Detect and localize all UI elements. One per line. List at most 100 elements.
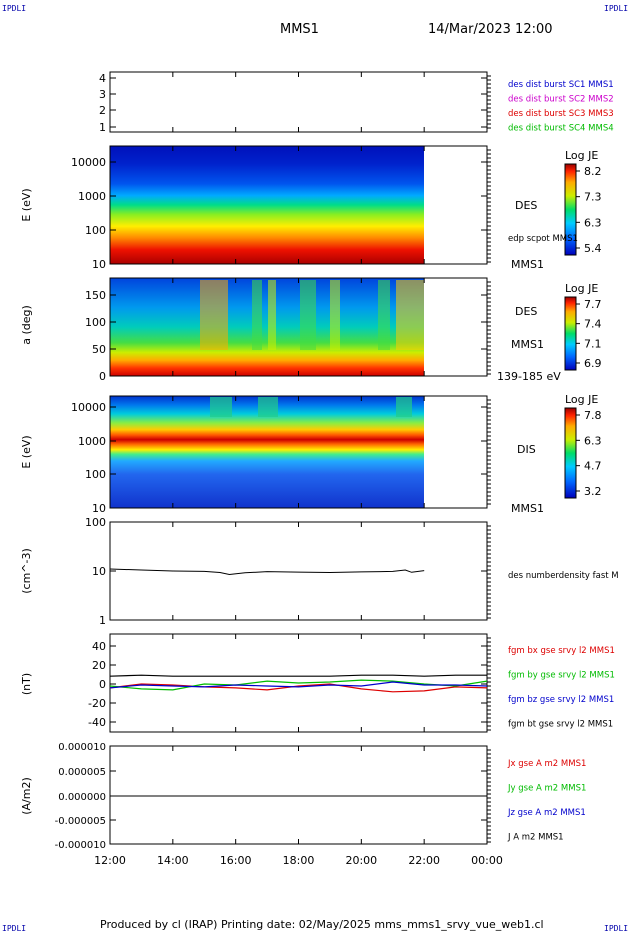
y-tick-label: -0.000005 bbox=[55, 816, 106, 827]
legend-entry: Jy gse A m2 MMS1 bbox=[507, 784, 586, 794]
legend-entry: fgm bx gse srvy l2 MMS1 bbox=[508, 646, 615, 656]
legend-entry: des dist burst SC2 MMS2 bbox=[508, 95, 614, 105]
legend-entry: Jx gse A m2 MMS1 bbox=[507, 759, 586, 769]
y-axis-label: a (deg) bbox=[20, 305, 33, 345]
datetime-title: 14/Mar/2023 12:00 bbox=[428, 22, 553, 37]
corner-label-top-right: IPDLI bbox=[604, 4, 629, 13]
y-tick-label: 0.000010 bbox=[58, 742, 106, 753]
y-tick-label: -40 bbox=[88, 716, 106, 729]
y-tick-label: -20 bbox=[88, 697, 106, 710]
colorbar-tick-label: 6.9 bbox=[584, 357, 602, 370]
panel-dis-energy bbox=[109, 395, 488, 509]
y-tick-label: 0.000005 bbox=[58, 767, 106, 778]
legend-entry: des numberdensity fast M bbox=[508, 571, 619, 581]
colorbar-title: Log JE bbox=[565, 282, 598, 295]
corner-label-bottom-right: IPDLI bbox=[604, 924, 629, 933]
legend-entry: fgm bt gse srvy l2 MMS1 bbox=[508, 720, 613, 730]
colorbar-des-pitch bbox=[564, 296, 577, 371]
bfield-series-line bbox=[109, 683, 488, 693]
colorbar-title: Log JE bbox=[565, 393, 598, 406]
legend-entry: des dist burst SC4 MMS4 bbox=[508, 124, 614, 134]
y-tick-label: 0 bbox=[99, 678, 106, 691]
y-tick-label: 40 bbox=[92, 640, 106, 653]
panel-current bbox=[109, 745, 488, 845]
corner-label-bottom-left: IPDLI bbox=[2, 924, 27, 933]
x-tick-label: 22:00 bbox=[408, 854, 440, 867]
y-axis-label: E (eV) bbox=[20, 188, 33, 221]
y-tick-label: 20 bbox=[92, 659, 106, 672]
x-tick-label: 16:00 bbox=[220, 854, 252, 867]
y-tick-label: 1 bbox=[99, 614, 106, 627]
y-tick-label: 100 bbox=[85, 516, 106, 529]
spacecraft-title: MMS1 bbox=[280, 22, 319, 37]
legend-entry: fgm bz gse srvy l2 MMS1 bbox=[508, 695, 614, 705]
x-tick-label: 18:00 bbox=[283, 854, 315, 867]
y-axis-label: (cm^-3) bbox=[20, 548, 33, 594]
side-label: DES bbox=[515, 199, 537, 212]
y-tick-label: 4 bbox=[99, 72, 106, 85]
y-tick-label: 1 bbox=[99, 121, 106, 134]
pitch-streak bbox=[330, 280, 340, 350]
y-tick-label: 100 bbox=[85, 468, 106, 481]
side-label: DIS bbox=[517, 443, 536, 456]
y-tick-label: 100 bbox=[85, 224, 106, 237]
y-tick-label: 10 bbox=[92, 258, 106, 271]
y-axis-label: (nT) bbox=[20, 673, 33, 695]
bfield-series-line bbox=[109, 679, 488, 691]
colorbar-tick-label: 6.3 bbox=[584, 216, 602, 229]
panel-spacecraft bbox=[109, 71, 488, 133]
y-tick-label: 1000 bbox=[78, 190, 106, 203]
colorbar-tick-label: 4.7 bbox=[584, 460, 602, 473]
y-tick-label: 10000 bbox=[71, 401, 106, 414]
y-tick-label: 150 bbox=[85, 289, 106, 302]
density-line bbox=[109, 568, 425, 576]
colorbar-tick-label: 7.8 bbox=[584, 409, 602, 422]
colorbar-tick-label: 7.3 bbox=[584, 191, 602, 204]
pitch-streak bbox=[252, 280, 262, 350]
des-energy-spectrogram bbox=[110, 146, 424, 264]
x-tick-label: 12:00 bbox=[94, 854, 126, 867]
side-label: MMS1 bbox=[511, 502, 544, 515]
panel-des-pitch bbox=[109, 277, 488, 377]
panel-des-energy bbox=[109, 145, 488, 265]
dis-streak bbox=[396, 397, 412, 417]
dis-streak bbox=[258, 397, 278, 417]
dis-streak bbox=[210, 397, 232, 417]
side-label: 139-185 eV bbox=[497, 370, 561, 383]
x-tick-label: 14:00 bbox=[157, 854, 189, 867]
legend-entry: fgm by gse srvy l2 MMS1 bbox=[508, 671, 615, 681]
side-label: MMS1 bbox=[511, 338, 544, 351]
colorbar-des-energy bbox=[564, 163, 577, 256]
side-label: DES bbox=[515, 305, 537, 318]
y-tick-label: 10000 bbox=[71, 156, 106, 169]
colorbar-tick-label: 7.1 bbox=[584, 337, 602, 350]
legend-entry: des dist burst SC3 MMS3 bbox=[508, 109, 614, 119]
pitch-streak bbox=[300, 280, 316, 350]
colorbar-tick-label: 5.4 bbox=[584, 242, 602, 255]
colorbar-tick-label: 7.4 bbox=[584, 318, 602, 331]
y-tick-label: 2 bbox=[99, 104, 106, 117]
y-tick-label: 10 bbox=[92, 502, 106, 515]
legend-entry: Jz gse A m2 MMS1 bbox=[507, 808, 586, 818]
y-tick-label: 50 bbox=[92, 343, 106, 356]
corner-label-top-left: IPDLI bbox=[2, 4, 27, 13]
side-label: edp scpot MMS1 bbox=[508, 234, 578, 244]
colorbar-tick-label: 3.2 bbox=[584, 485, 602, 498]
pitch-streak bbox=[200, 280, 228, 350]
pitch-streak bbox=[396, 280, 424, 350]
x-tick-label: 00:00 bbox=[471, 854, 503, 867]
bfield-series-line bbox=[109, 674, 487, 677]
y-tick-label: 0.000000 bbox=[58, 792, 106, 803]
colorbar-tick-label: 7.7 bbox=[584, 298, 602, 311]
pitch-streak bbox=[378, 280, 390, 350]
x-tick-label: 20:00 bbox=[345, 854, 377, 867]
y-axis-label: E (eV) bbox=[20, 435, 33, 468]
legend-entry: J A m2 MMS1 bbox=[507, 833, 564, 843]
y-tick-label: 1000 bbox=[78, 435, 106, 448]
side-label: MMS1 bbox=[511, 258, 544, 271]
y-axis-label: (A/m2) bbox=[20, 777, 33, 815]
y-tick-label: 10 bbox=[92, 565, 106, 578]
legend-entry: des dist burst SC1 MMS1 bbox=[508, 80, 614, 90]
y-tick-label: 100 bbox=[85, 316, 106, 329]
